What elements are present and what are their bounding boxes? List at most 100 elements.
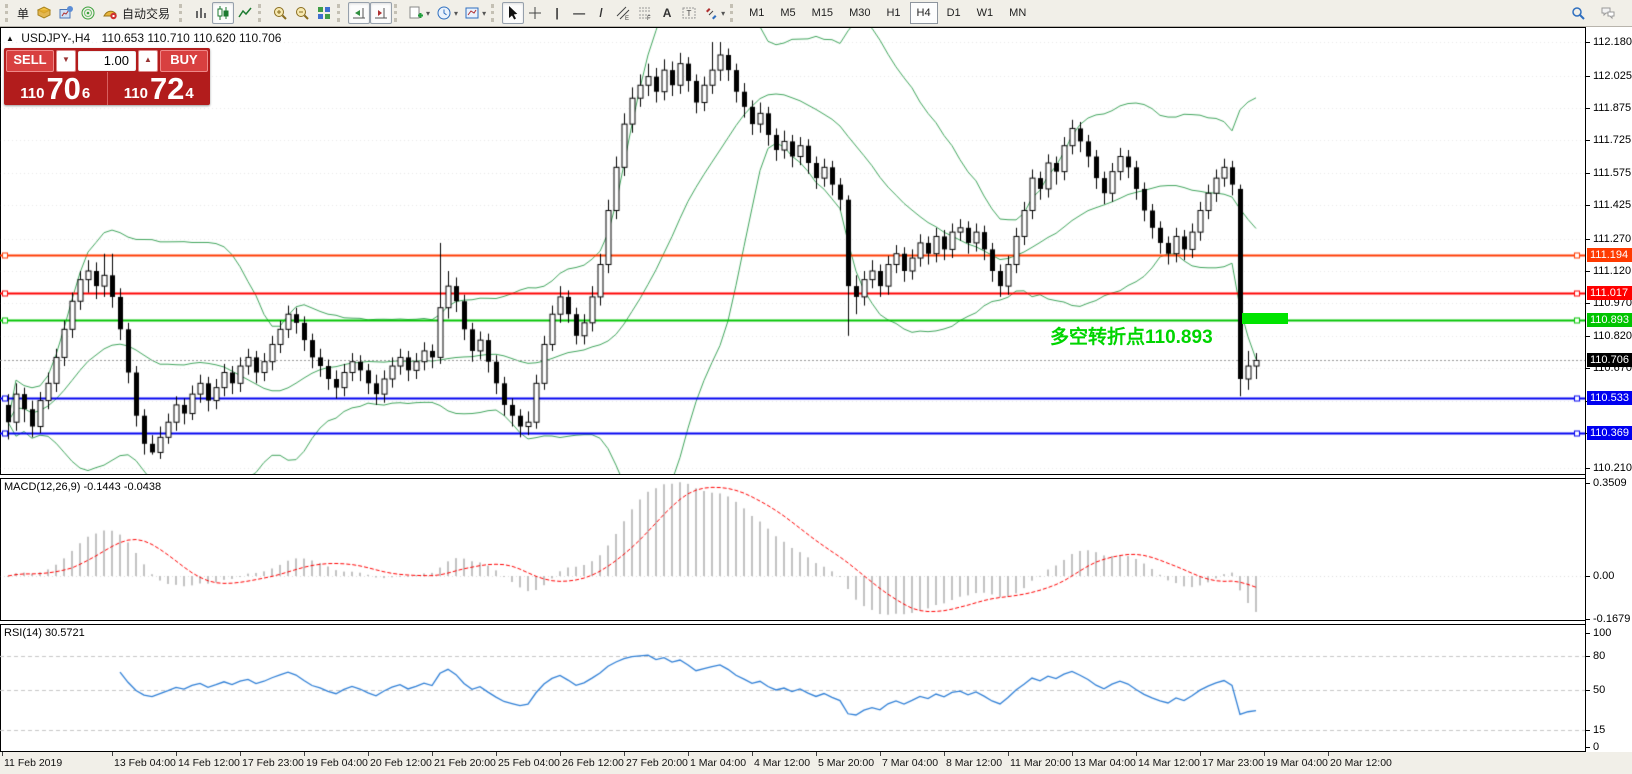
signals-icon[interactable] [77,2,99,24]
crosshair-button[interactable] [524,2,546,24]
svg-text:F: F [647,16,651,21]
dropdown-arrow-icon[interactable]: ▾ [482,8,487,18]
new-chart-button[interactable]: ▾ [405,2,433,24]
time-tick [944,752,945,756]
time-axis-label: 20 Feb 12:00 [370,757,432,769]
dropdown-arrow-icon[interactable]: ▾ [454,8,459,18]
chart-shift-icon [375,8,388,19]
templates-button[interactable]: ▾ [461,2,489,24]
terminal-icon[interactable] [55,2,77,24]
toolbar-grip[interactable] [179,4,186,22]
fibonacci-icon: F [639,7,652,21]
vertical-line-button[interactable]: | [555,6,559,20]
timeframe-w1-button[interactable]: W1 [976,7,994,19]
axis-tick-label: 112.180 [1593,36,1632,49]
new-chart-icon [409,6,424,19]
axis-tick [1586,747,1590,748]
volume-decrease-button[interactable]: ▼ [56,50,76,72]
axis-tick [1586,633,1590,634]
autotrading-button[interactable]: 自动交易 [99,2,177,24]
bar-chart-button[interactable] [190,2,212,24]
axis-tick-label: 111.120 [1593,265,1632,277]
sell-price[interactable]: 110 70 6 [4,72,108,105]
volume-input[interactable]: 1.00 [78,51,136,71]
rsi-pane-canvas[interactable] [0,624,1585,751]
axis-tick-label: 111.270 [1593,232,1632,245]
toolbar-grip[interactable] [337,4,344,22]
axis-tick-label: 111.725 [1593,134,1632,147]
timeframe-h1-button[interactable]: H1 [886,7,901,19]
price-axis[interactable]: 112.180 112.025 111.875 111.725 111.575 111.4… [1586,27,1632,753]
new-order-label[interactable]: 单 [17,6,30,21]
timeframe-m30-button[interactable]: M30 [849,7,871,19]
axis-tick [1586,655,1590,657]
text-label-button[interactable]: T [678,2,700,24]
time-axis-label: 25 Feb 04:00 [498,757,560,769]
rsi-label: RSI(14) 30.5721 [4,627,85,639]
candlestick-button[interactable] [212,2,235,24]
tile-windows-icon [318,7,331,19]
cursor-button[interactable] [502,2,525,24]
dropdown-arrow-icon[interactable]: ▾ [426,8,431,18]
periods-button[interactable]: ▾ [433,2,461,24]
horizontal-line-button[interactable]: — [573,6,586,20]
autotrading-icon [103,10,117,20]
timeframe-m1-button[interactable]: M1 [749,7,765,19]
timeframe-m5-button[interactable]: M5 [780,7,796,19]
tile-windows-button[interactable] [313,2,335,24]
toolbar-grip[interactable] [730,4,737,22]
sell-button[interactable]: SELL [6,50,54,72]
timeframe-h4-button[interactable]: H4 [909,2,938,24]
text-button[interactable]: A [662,6,672,20]
trendline-button[interactable]: / [599,6,603,20]
time-axis[interactable]: 11 Feb 2019 13 Feb 04:00 14 Feb 12:00 17 Fe… [0,752,1632,774]
sell-price-sup: 6 [81,85,91,102]
time-axis-label: 27 Feb 20:00 [626,757,688,769]
time-tick [240,752,241,756]
zoom-in-button[interactable] [269,2,291,24]
channel-button[interactable]: E [612,2,634,24]
time-tick [560,752,561,756]
timeframe-d1-button[interactable]: D1 [946,7,961,19]
one-click-collapse-icon[interactable]: ▲ [6,34,14,43]
timeframe-mn-button[interactable]: MN [1009,7,1027,19]
toolbar-grip[interactable] [258,4,265,22]
crosshair-icon [529,7,542,19]
chat-icon[interactable] [1597,2,1619,24]
axis-tick [1586,335,1590,337]
toolbar-grip[interactable] [491,4,498,22]
fibonacci-button[interactable]: F [634,2,656,24]
toolbar-grip[interactable] [394,4,401,22]
arrows-button[interactable]: ▾ [700,2,728,24]
volume-increase-button[interactable]: ▲ [138,50,158,72]
chart-shift-button[interactable] [370,2,393,24]
time-tick [1008,752,1009,756]
time-tick [2,752,3,756]
axis-tick-label: 111.575 [1593,166,1632,179]
time-axis-label: 26 Feb 12:00 [562,757,624,769]
search-icon[interactable] [1567,2,1589,24]
axis-tick [1586,467,1590,469]
macd-pane-canvas[interactable] [0,478,1585,621]
axis-tick [1586,271,1590,272]
buy-button[interactable]: BUY [160,50,208,72]
toolbar-grip[interactable] [5,4,12,22]
price-line-label: 111.194 [1587,248,1632,263]
dropdown-arrow-icon[interactable]: ▾ [721,8,726,18]
line-chart-icon [238,7,252,18]
axis-tick [1586,368,1590,370]
axis-tick [1586,483,1590,484]
auto-scroll-button[interactable] [348,2,371,24]
main-chart-canvas[interactable] [0,28,1585,476]
market-watch-icon-icon [36,6,52,19]
timeframe-m15-button[interactable]: M15 [811,7,834,19]
buy-price-sup: 4 [185,85,194,102]
buy-price[interactable]: 110 72 4 [108,72,211,105]
svg-text:T: T [687,9,692,18]
price-line-label: 111.017 [1587,286,1632,301]
market-watch-icon[interactable] [33,2,55,24]
zoom-out-button[interactable] [291,2,313,24]
time-tick [1200,752,1201,756]
time-tick [496,752,497,756]
line-chart-button[interactable] [234,2,256,24]
